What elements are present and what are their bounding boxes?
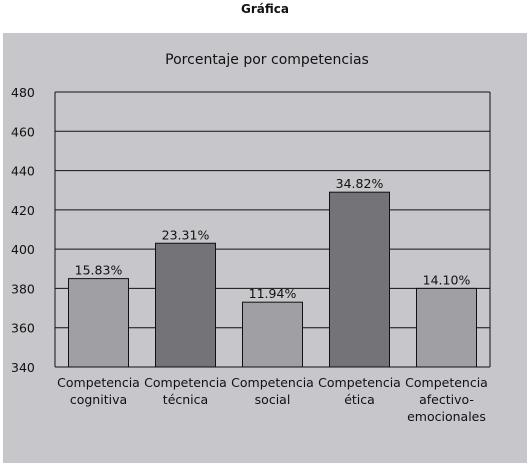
y-tick-label: 360: [11, 321, 35, 336]
bar: [416, 287, 477, 368]
x-tick-label: afectivo-: [419, 392, 474, 407]
bar: [242, 301, 303, 368]
x-tick-label: Competencia: [57, 375, 140, 390]
bar: [68, 278, 129, 368]
y-tick-labels: 340 360 380 400 420 440 460 480: [11, 85, 35, 375]
data-label: 34.82%: [336, 176, 384, 191]
chart-title: Porcentaje por competencias: [165, 52, 369, 68]
chart-panel: Porcentaje por competencias 340 360 380 400…: [3, 33, 527, 463]
axes: [54, 92, 491, 367]
x-tick-label: Competencia: [318, 375, 401, 390]
data-label: 23.31%: [162, 227, 210, 242]
y-tick-label: 400: [11, 242, 35, 257]
bar: [329, 191, 390, 368]
x-tick-labels: Competencia cognitiva Competencia técnica Co…: [57, 375, 488, 424]
x-tick-label: Competencia: [405, 375, 488, 390]
x-tick-label: social: [255, 392, 291, 407]
y-tick-label: 420: [11, 203, 35, 218]
x-tick-label: Competencia: [144, 375, 227, 390]
x-tick-label: técnica: [163, 392, 208, 407]
x-tick-label: cognitiva: [70, 392, 127, 407]
data-labels: 15.83% 23.31% 11.94% 34.82% 14.10%: [75, 176, 471, 301]
data-label: 15.83%: [75, 263, 123, 278]
bars: [68, 191, 477, 368]
y-tick-label: 440: [11, 164, 35, 179]
y-tick-label: 340: [11, 360, 35, 375]
x-tick-label: ética: [344, 392, 375, 407]
data-label: 14.10%: [423, 272, 471, 287]
y-tick-label: 380: [11, 281, 35, 296]
y-tick-label: 480: [11, 85, 35, 100]
page-heading: Gráfica: [241, 2, 289, 16]
y-tick-label: 460: [11, 124, 35, 139]
bar-chart: Porcentaje por competencias 340 360 380 400…: [11, 52, 491, 424]
data-label: 11.94%: [249, 286, 297, 301]
x-tick-label: Competencia: [231, 375, 314, 390]
x-tick-label: emocionales: [407, 409, 486, 424]
bar: [155, 242, 216, 368]
